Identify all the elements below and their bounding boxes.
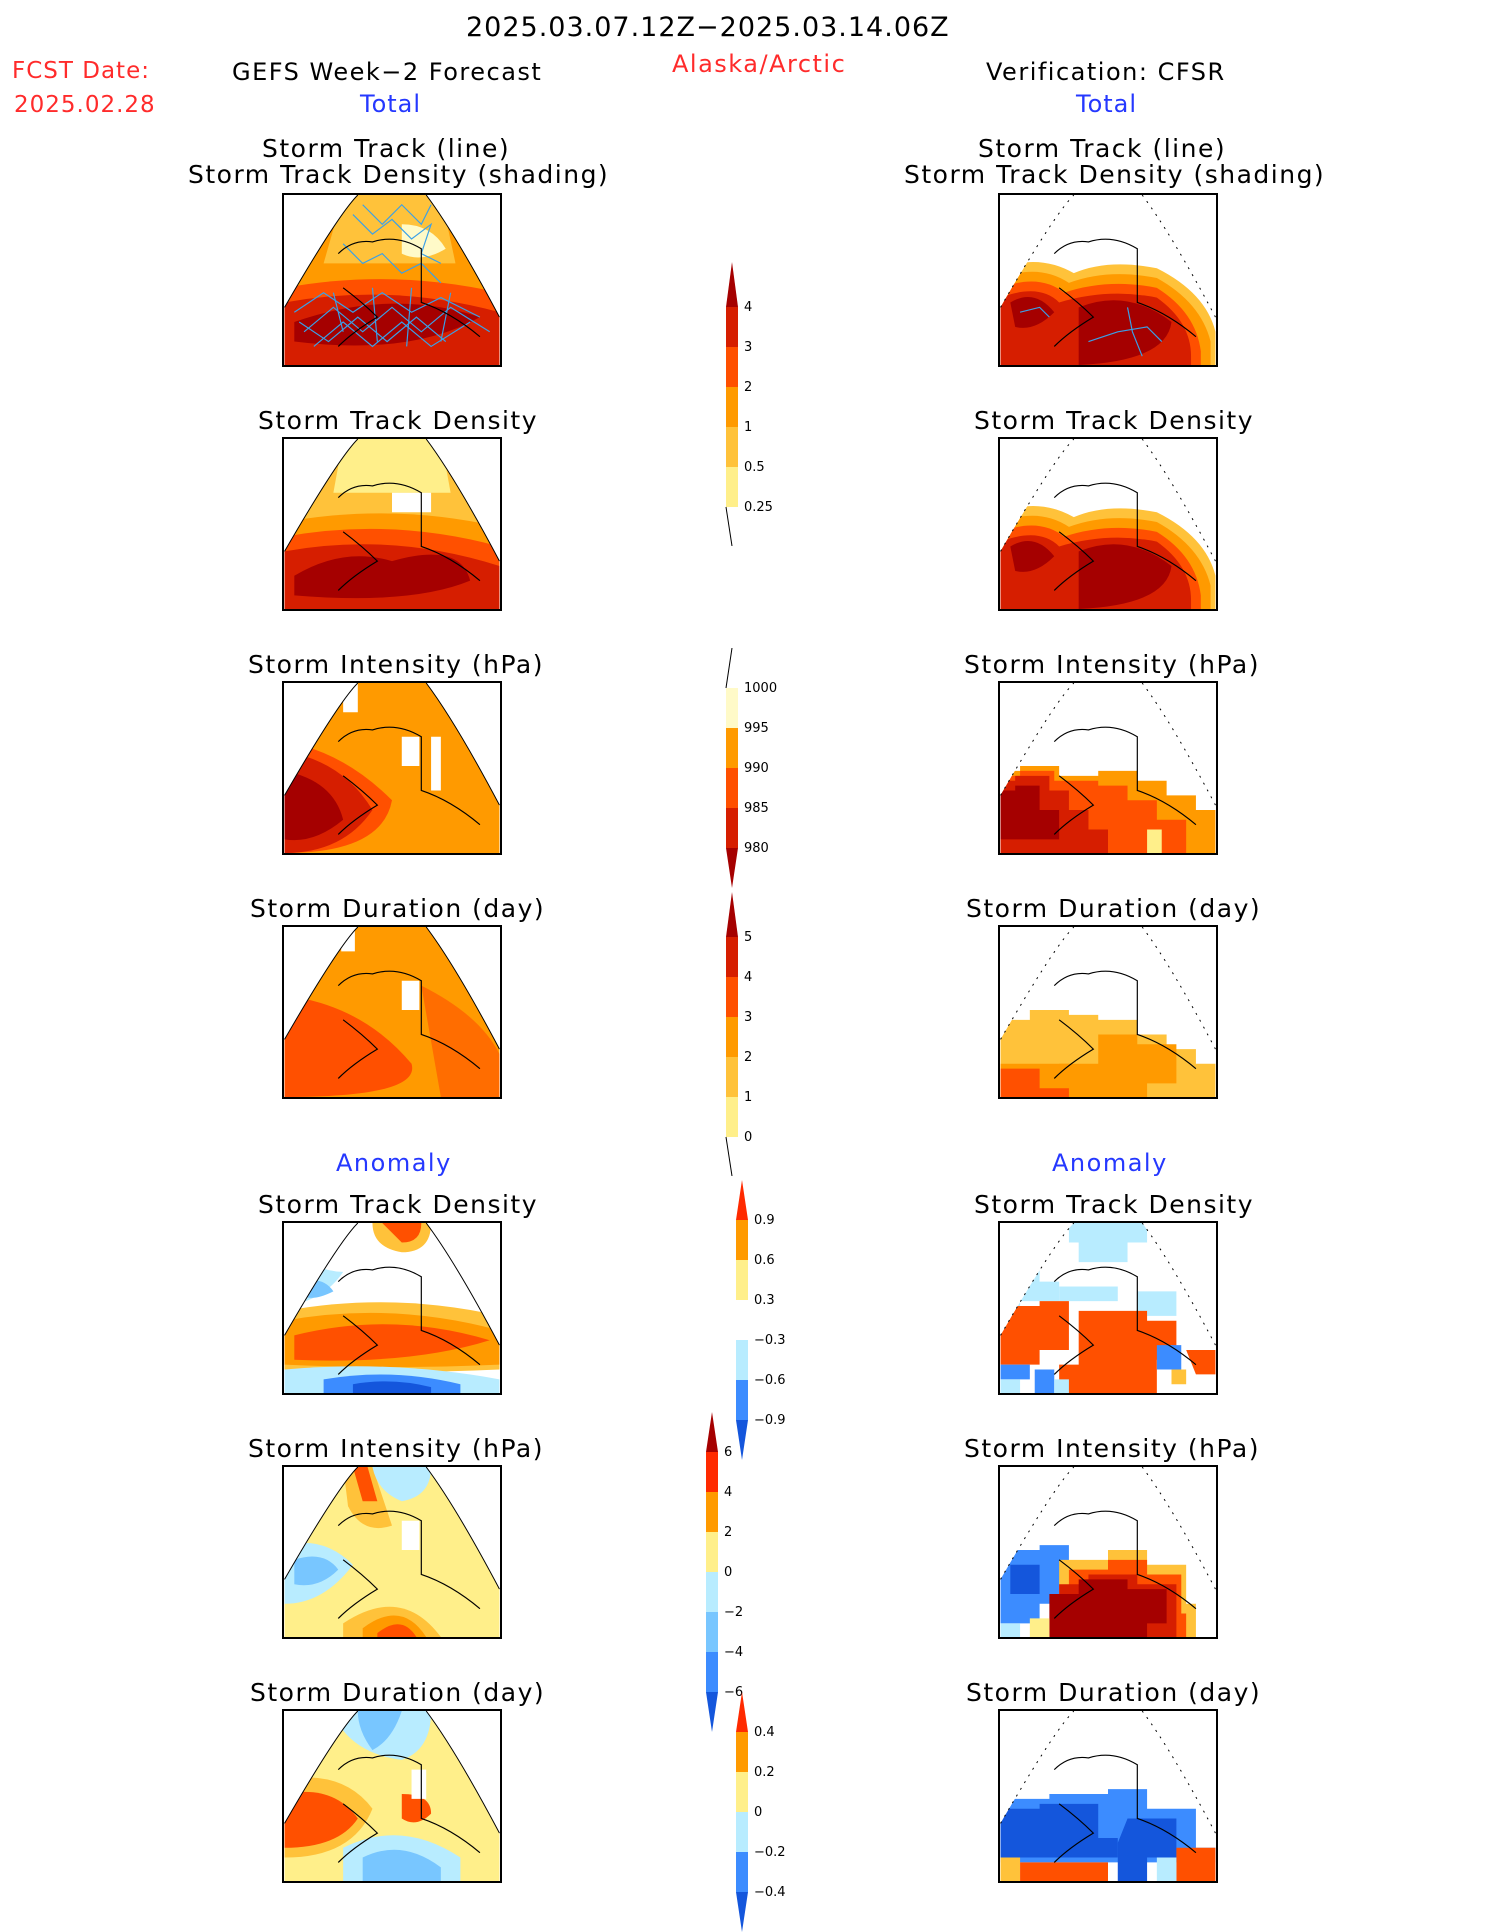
total-left-label: Total [360,90,422,118]
cb-duration-anom-tick-2: 0 [754,1805,762,1820]
cb-duration-tick-3: 2 [744,1050,752,1065]
colorbar-density-anomaly: 0.9 0.6 0.3 −0.3 −0.6 −0.9 [736,1180,786,1460]
cb-duration-tick-4: 1 [744,1090,752,1105]
cb-duration-tick-1: 4 [744,970,752,985]
cb-density-tick-4: 0.5 [744,460,765,475]
cb-density-anom-tick-4: −0.6 [754,1373,786,1388]
cb-duration-anom-tick-0: 0.4 [754,1725,775,1740]
colorbar-intensity-anomaly: 6 4 2 0 −2 −4 −6 [706,1412,743,1732]
cb-intensity-anom-tick-6: −6 [724,1685,743,1700]
cb-density-anom-tick-5: −0.9 [754,1413,786,1428]
fcst-label: FCST Date: [12,58,150,84]
map-gefs-intensity-anomaly [282,1465,502,1639]
cb-duration-anom-tick-1: 0.2 [754,1765,775,1780]
map-gefs-density-anomaly [282,1221,502,1395]
cb-intensity-anom-tick-0: 6 [724,1445,732,1460]
colorbar-intensity: 1000 995 990 985 980 [725,648,777,888]
title-duration-left: Storm Duration (day) [250,894,546,923]
cb-density-tick-1: 3 [744,340,752,355]
title-density-anom-left: Storm Track Density [258,1190,539,1219]
title-track-line-right: Storm Track (line) [978,134,1227,163]
title-intensity-right: Storm Intensity (hPa) [964,650,1260,679]
cb-duration-anom-tick-4: −0.4 [754,1885,786,1900]
map-cfsr-density-anomaly [998,1221,1218,1395]
region-label: Alaska/Arctic [672,50,847,78]
cb-intensity-anom-tick-2: 2 [724,1525,732,1540]
map-cfsr-intensity [998,681,1218,855]
title-density-anom-right: Storm Track Density [974,1190,1255,1219]
title-density-right: Storm Track Density [974,406,1255,435]
cb-intensity-anom-tick-5: −4 [724,1645,743,1660]
cb-duration-tick-2: 3 [744,1010,752,1025]
title-track-density-shading-left: Storm Track Density (shading) [188,160,610,189]
anomaly-right-label: Anomaly [1052,1149,1168,1177]
period-title: 2025.03.07.12Z−2025.03.14.06Z [466,12,950,43]
title-intensity-anom-left: Storm Intensity (hPa) [248,1434,544,1463]
title-intensity-left: Storm Intensity (hPa) [248,650,544,679]
cb-density-tick-3: 1 [744,420,752,435]
colorbar-duration-anomaly: 0.4 0.2 0 −0.2 −0.4 [736,1692,786,1932]
title-duration-anom-left: Storm Duration (day) [250,1678,546,1707]
cb-duration-tick-0: 5 [744,930,752,945]
cb-density-tick-2: 2 [744,380,752,395]
title-density-left: Storm Track Density [258,406,539,435]
title-track-density-shading-right: Storm Track Density (shading) [904,160,1326,189]
cb-intensity-tick-2: 990 [744,761,769,776]
cb-intensity-anom-tick-1: 4 [724,1485,732,1500]
cb-duration-anom-tick-3: −0.2 [754,1845,786,1860]
cb-density-anom-tick-1: 0.6 [754,1253,775,1268]
cb-intensity-tick-0: 1000 [744,681,777,696]
colorbar-duration: 5 4 3 2 1 0 [725,892,752,1176]
title-intensity-anom-right: Storm Intensity (hPa) [964,1434,1260,1463]
cb-density-anom-tick-3: −0.3 [754,1333,786,1348]
gefs-title: GEFS Week−2 Forecast [232,58,543,86]
map-cfsr-intensity-anomaly [998,1465,1218,1639]
colorbar-density: 4 3 2 1 0.5 0.25 [725,262,773,546]
cb-density-anom-tick-0: 0.9 [754,1213,775,1228]
map-gefs-duration-anomaly [282,1709,502,1883]
cb-intensity-tick-3: 985 [744,801,769,816]
cb-intensity-anom-tick-3: 0 [724,1565,732,1580]
title-duration-right: Storm Duration (day) [966,894,1262,923]
map-gefs-duration [282,925,502,1099]
cb-intensity-anom-tick-4: −2 [724,1605,743,1620]
cb-density-tick-5: 0.25 [744,500,773,515]
map-cfsr-density [998,437,1218,611]
title-duration-anom-right: Storm Duration (day) [966,1678,1262,1707]
map-cfsr-track-density [998,193,1218,367]
cb-density-tick-0: 4 [744,300,752,315]
verification-title: Verification: CFSR [986,58,1226,86]
map-gefs-track-density [282,193,502,367]
anomaly-left-label: Anomaly [336,1149,452,1177]
map-cfsr-duration [998,925,1218,1099]
map-cfsr-duration-anomaly [998,1709,1218,1883]
map-gefs-density [282,437,502,611]
cb-duration-tick-5: 0 [744,1130,752,1145]
title-track-line-left: Storm Track (line) [262,134,511,163]
total-right-label: Total [1076,90,1138,118]
fcst-date: 2025.02.28 [14,92,156,118]
cb-intensity-tick-1: 995 [744,721,769,736]
cb-intensity-tick-4: 980 [744,841,769,856]
cb-density-anom-tick-2: 0.3 [754,1293,775,1308]
map-gefs-intensity [282,681,502,855]
